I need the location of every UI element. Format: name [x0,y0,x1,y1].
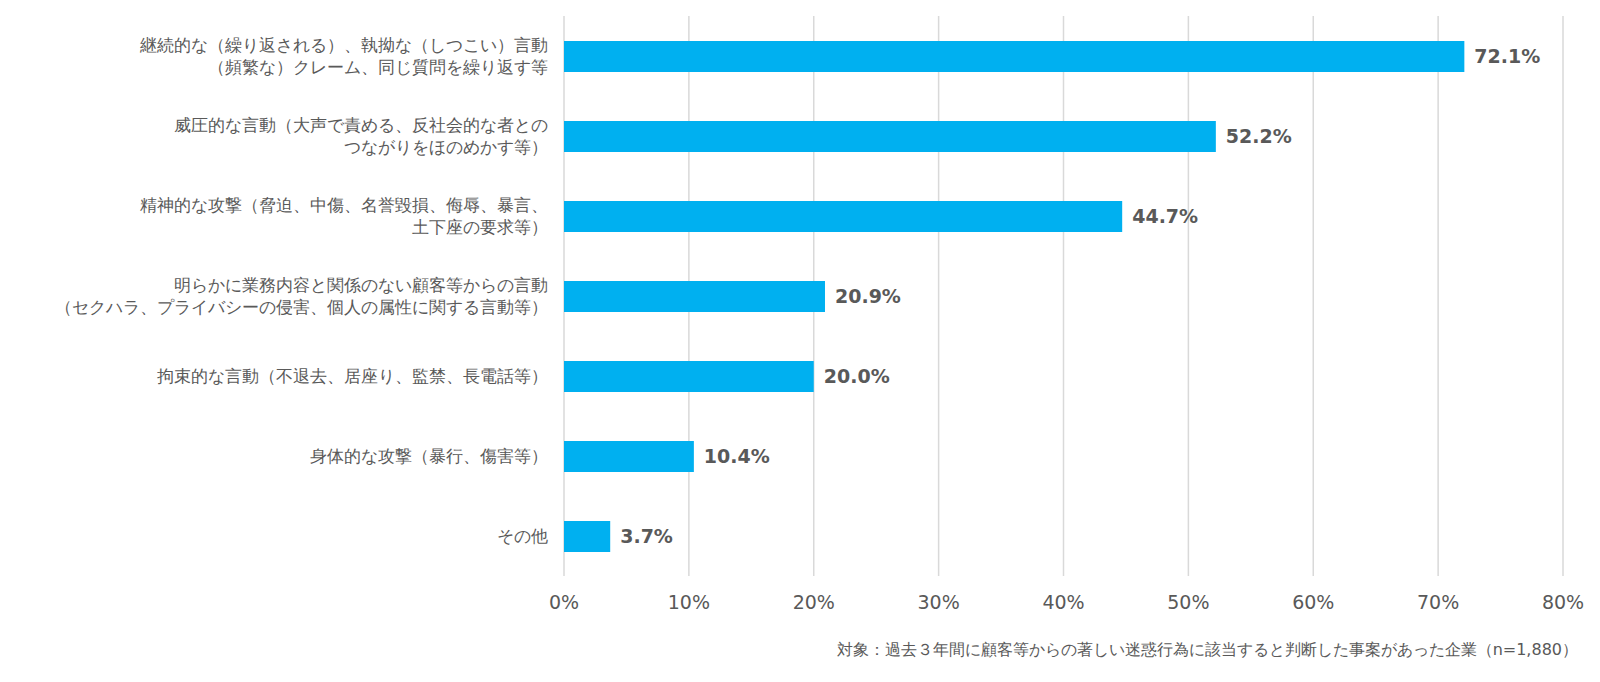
svg-text:3.7%: 3.7% [620,525,673,547]
svg-text:拘束的な言動（不退去、居座り、監禁、長電話等）: 拘束的な言動（不退去、居座り、監禁、長電話等） [157,366,548,386]
svg-text:威圧的な言動（大声で責める、反社会的な者とのつながりをほのめ: 威圧的な言動（大声で責める、反社会的な者とのつながりをほのめかす等） [174,115,548,157]
svg-text:身体的な攻撃（暴行、傷害等）: 身体的な攻撃（暴行、傷害等） [310,446,548,466]
svg-text:10.4%: 10.4% [704,445,770,467]
svg-text:70%: 70% [1417,591,1459,613]
svg-text:30%: 30% [918,591,960,613]
svg-text:60%: 60% [1292,591,1334,613]
svg-text:10%: 10% [668,591,710,613]
svg-text:継続的な（繰り返される）、執拗な（しつこい）言動（頻繁な）ク: 継続的な（繰り返される）、執拗な（しつこい）言動（頻繁な）クレーム、同じ質問を繰… [139,35,548,77]
svg-text:20%: 20% [793,591,835,613]
svg-text:精神的な攻撃（脅迫、中傷、名誉毀損、侮辱、暴言、土下座の要求: 精神的な攻撃（脅迫、中傷、名誉毀損、侮辱、暴言、土下座の要求等） [140,195,548,237]
svg-text:20.0%: 20.0% [824,365,890,387]
svg-text:44.7%: 44.7% [1132,205,1198,227]
html-text:対象：過去３年間に顧客等からの著しい迷惑行為に該当すると判断: 対象：過去３年間に顧客等からの著しい迷惑行為に該当すると判断した事案があった企業… [836,640,1578,659]
svg-text:52.2%: 52.2% [1226,125,1292,147]
svg-text:明らかに業務内容と関係のない顧客等からの言動（セクハラ、プラ: 明らかに業務内容と関係のない顧客等からの言動（セクハラ、プライバシーの侵害、個人… [55,275,548,317]
svg-text:80%: 80% [1542,591,1584,613]
svg-text:その他: その他 [497,526,548,546]
svg-text:72.1%: 72.1% [1474,45,1540,67]
svg-text:50%: 50% [1167,591,1209,613]
svg-text:0%: 0% [549,591,579,613]
svg-text:40%: 40% [1042,591,1084,613]
svg-text:20.9%: 20.9% [835,285,901,307]
